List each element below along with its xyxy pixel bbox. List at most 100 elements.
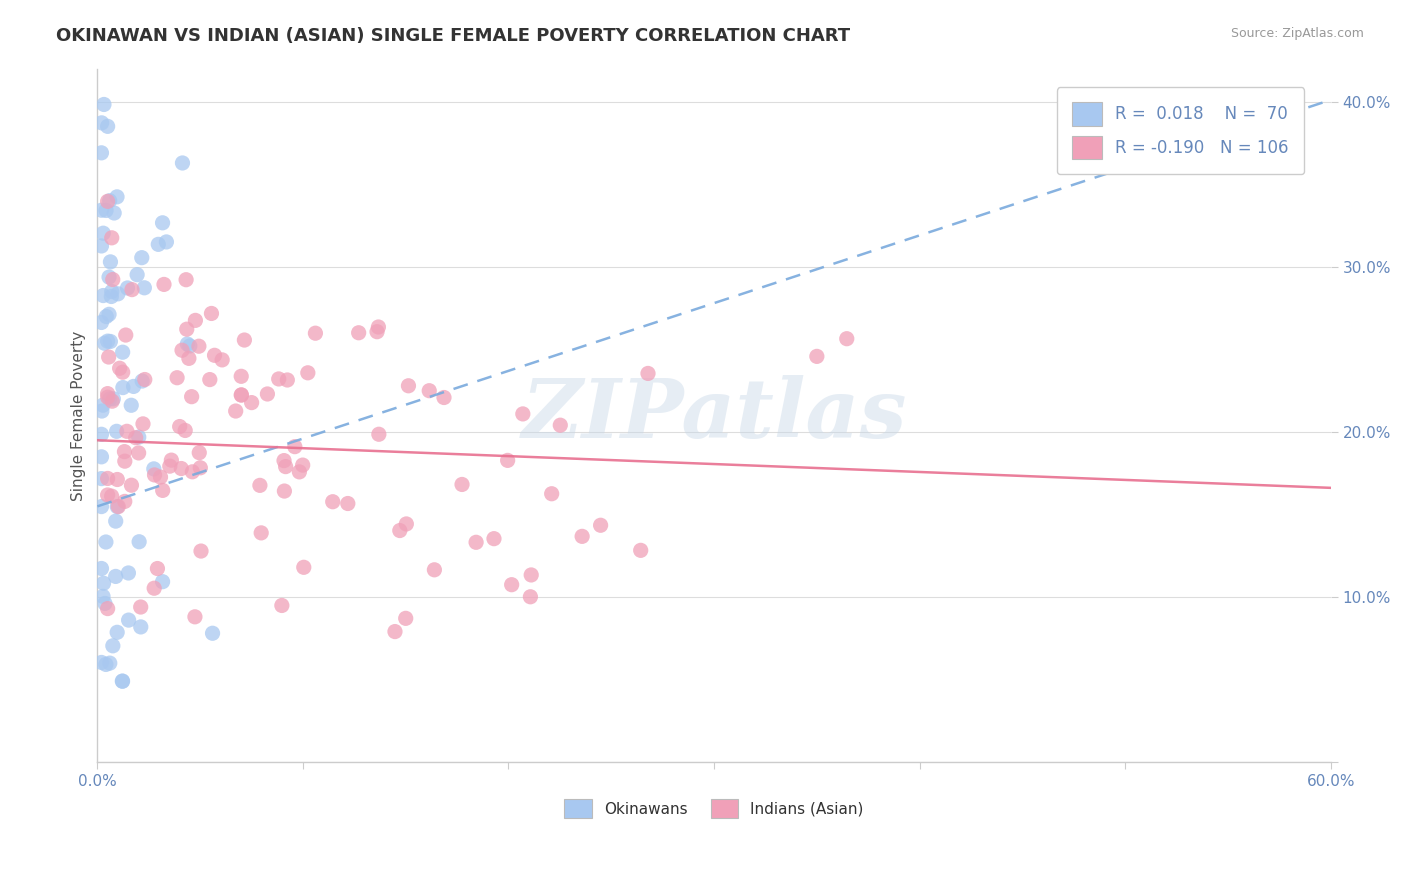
- Point: [90, 561, 112, 575]
- Point: [270, 599, 292, 613]
- Point: [107, 286, 129, 301]
- Text: Source: ZipAtlas.com: Source: ZipAtlas.com: [1230, 27, 1364, 40]
- Point: [114, 454, 136, 468]
- Point: [211, 352, 233, 367]
- Point: [630, 543, 652, 558]
- Point: [131, 374, 153, 388]
- Point: [90, 116, 112, 130]
- Text: OKINAWAN VS INDIAN (ASIAN) SINGLE FEMALE POVERTY CORRELATION CHART: OKINAWAN VS INDIAN (ASIAN) SINGLE FEMALE…: [56, 27, 851, 45]
- Text: ZIPatlas: ZIPatlas: [522, 376, 907, 456]
- Point: [107, 500, 129, 514]
- Point: [103, 392, 125, 406]
- Point: [120, 478, 142, 492]
- Point: [105, 473, 128, 487]
- Point: [176, 337, 198, 351]
- Point: [90, 404, 112, 418]
- Point: [134, 372, 156, 386]
- Point: [146, 561, 169, 575]
- Point: [105, 425, 128, 439]
- Point: [149, 470, 172, 484]
- Point: [166, 370, 188, 384]
- Point: [117, 566, 139, 580]
- Point: [174, 273, 197, 287]
- Point: [835, 332, 858, 346]
- Point: [97, 334, 120, 348]
- Point: [91, 590, 114, 604]
- Point: [121, 283, 143, 297]
- Point: [451, 477, 474, 491]
- Point: [367, 427, 389, 442]
- Point: [347, 326, 370, 340]
- Point: [105, 625, 128, 640]
- Point: [101, 639, 124, 653]
- Point: [97, 488, 120, 502]
- Point: [231, 369, 253, 384]
- Point: [97, 194, 120, 209]
- Point: [111, 381, 134, 395]
- Point: [589, 518, 612, 533]
- Point: [125, 431, 148, 445]
- Point: [482, 532, 505, 546]
- Point: [127, 268, 149, 282]
- Point: [143, 467, 166, 482]
- Point: [548, 418, 571, 433]
- Point: [90, 203, 112, 218]
- Point: [395, 611, 418, 625]
- Point: [190, 544, 212, 558]
- Point: [322, 494, 344, 508]
- Point: [160, 453, 183, 467]
- Point: [198, 373, 221, 387]
- Point: [120, 398, 142, 412]
- Y-axis label: Single Female Poverty: Single Female Poverty: [72, 330, 86, 500]
- Point: [105, 500, 128, 514]
- Point: [142, 462, 165, 476]
- Point: [103, 206, 125, 220]
- Point: [97, 120, 120, 134]
- Point: [388, 524, 411, 538]
- Point: [159, 459, 181, 474]
- Point: [465, 535, 488, 549]
- Point: [98, 270, 121, 285]
- Point: [571, 529, 593, 543]
- Point: [134, 281, 156, 295]
- Point: [104, 514, 127, 528]
- Point: [188, 445, 211, 459]
- Point: [132, 417, 155, 431]
- Point: [152, 483, 174, 498]
- Point: [90, 500, 112, 514]
- Point: [94, 657, 117, 672]
- Point: [97, 471, 120, 485]
- Point: [115, 425, 138, 439]
- Point: [101, 394, 124, 409]
- Point: [131, 251, 153, 265]
- Point: [284, 440, 307, 454]
- Point: [176, 322, 198, 336]
- Point: [153, 277, 176, 292]
- Point: [111, 674, 134, 689]
- Point: [129, 600, 152, 615]
- Point: [366, 325, 388, 339]
- Point: [384, 624, 406, 639]
- Point: [98, 307, 121, 321]
- Point: [97, 601, 120, 615]
- Point: [93, 97, 115, 112]
- Point: [101, 272, 124, 286]
- Point: [250, 525, 273, 540]
- Point: [90, 656, 112, 670]
- Point: [97, 386, 120, 401]
- Point: [128, 446, 150, 460]
- Point: [204, 348, 226, 362]
- Point: [184, 609, 207, 624]
- Point: [177, 351, 200, 366]
- Point: [806, 350, 828, 364]
- Point: [233, 333, 256, 347]
- Point: [367, 320, 389, 334]
- Point: [90, 239, 112, 253]
- Point: [128, 430, 150, 444]
- Point: [418, 384, 440, 398]
- Point: [395, 516, 418, 531]
- Point: [398, 378, 420, 392]
- Point: [273, 484, 295, 499]
- Point: [200, 306, 222, 320]
- Point: [93, 576, 115, 591]
